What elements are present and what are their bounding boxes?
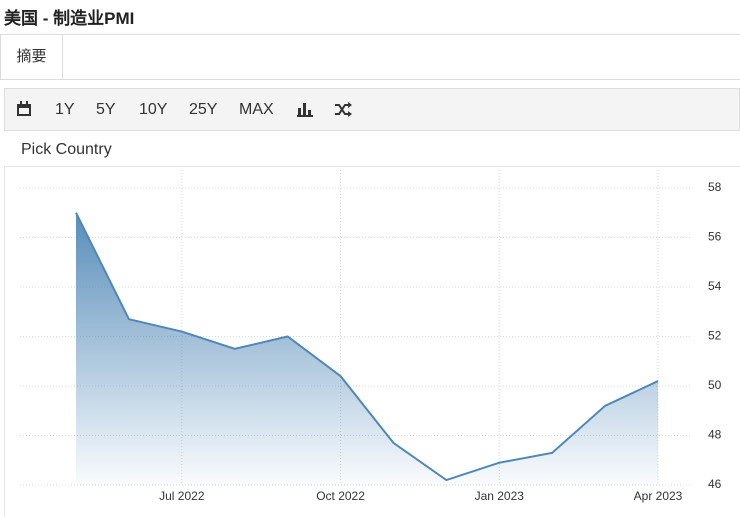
x-tick-label: Jul 2022	[159, 489, 205, 503]
y-tick-label: 52	[708, 329, 722, 343]
shuffle-icon[interactable]	[334, 102, 352, 117]
area	[76, 212, 658, 485]
y-tick-label: 50	[708, 378, 722, 392]
x-tick-label: Apr 2023	[634, 489, 683, 503]
y-tick-label: 54	[708, 279, 722, 293]
toolbar: 1Y 5Y 10Y 25Y MAX	[4, 88, 740, 131]
range-button[interactable]: MAX	[239, 101, 274, 118]
country-picker[interactable]: Pick Country	[21, 141, 112, 158]
tab-bar: 摘要	[0, 34, 740, 80]
range-button[interactable]: 1Y	[55, 101, 75, 118]
x-tick-label: Oct 2022	[316, 489, 365, 503]
range-button[interactable]: 10Y	[139, 101, 168, 118]
bar-chart-icon[interactable]	[297, 102, 313, 117]
range-button[interactable]: 5Y	[96, 101, 116, 118]
x-tick-label: Jan 2023	[475, 489, 525, 503]
y-tick-label: 58	[708, 180, 722, 194]
calendar-icon[interactable]	[16, 101, 32, 117]
y-tick-label: 48	[708, 428, 722, 442]
chart-frame	[4, 166, 740, 517]
page-title: 美国 - 制造业PMI	[4, 9, 135, 28]
y-tick-label: 56	[708, 230, 722, 244]
tab[interactable]: 摘要	[0, 35, 63, 79]
y-tick-label: 46	[708, 477, 722, 491]
line	[75, 212, 659, 482]
range-button[interactable]: 25Y	[189, 101, 218, 118]
